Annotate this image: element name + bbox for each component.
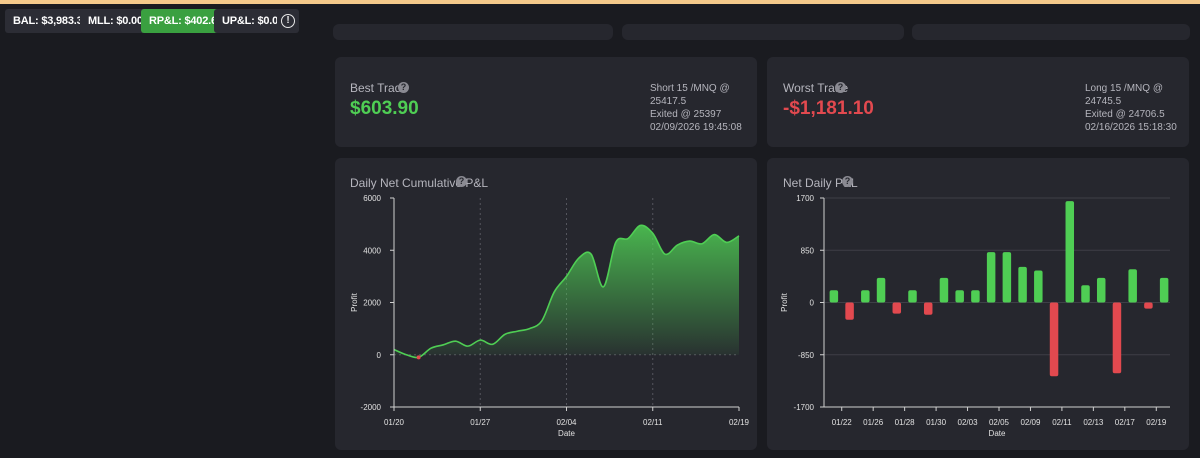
worst-trade-time: 02/16/2026 15:18:30 (1085, 122, 1177, 133)
help-icon[interactable]: ? (456, 176, 467, 187)
worst-trade-exit: Exited @ 24706.5 (1085, 109, 1165, 120)
pnl-bar (1112, 302, 1122, 374)
x-tick-label: 02/19 (1146, 418, 1167, 427)
mll-badge[interactable]: MLL: $0.00 (80, 9, 151, 33)
best-trade-exit: Exited @ 25397 (650, 109, 722, 120)
x-tick-label: 02/11 (1052, 418, 1072, 427)
worst-trade-title: Worst Trade (783, 81, 849, 95)
x-axis-label: Date (558, 429, 575, 438)
info-circle-icon: ! (281, 14, 295, 28)
net-daily-pnl-chart: 1700 850 0 -850 -1700 01/22 01/26 01/28 01/30 02/… (780, 194, 1170, 438)
x-tick-label: 01/20 (384, 418, 405, 427)
stat-card-partial-3 (912, 24, 1190, 40)
worst-trade-value: -$1,181.10 (783, 98, 874, 119)
x-tick-label: 02/09 (1020, 418, 1041, 427)
best-trade-details: Short 15 /MNQ @ 25417.5 Exited @ 25397 0… (650, 82, 757, 134)
help-icon[interactable]: ? (398, 82, 409, 93)
x-tick-label: 01/27 (470, 418, 491, 427)
pnl-bar (955, 290, 964, 303)
x-tick-label: 02/13 (1083, 418, 1104, 427)
pnl-bar (908, 290, 917, 303)
top-accent-strip (0, 0, 1200, 4)
best-trade-title: Best Trade (350, 81, 409, 95)
y-tick-label: -850 (798, 351, 815, 360)
best-trade-value: $603.90 (350, 98, 419, 119)
x-tick-label: 02/04 (556, 418, 577, 427)
negative-point (416, 355, 421, 360)
worst-trade-details: Long 15 /MNQ @ 24745.5 Exited @ 24706.5 … (1085, 82, 1189, 134)
pnl-bar (971, 290, 980, 303)
pnl-bar (861, 290, 870, 303)
stat-card-partial-1 (333, 24, 613, 40)
x-tick-label: 01/22 (832, 418, 853, 427)
y-tick-label: 0 (810, 299, 815, 308)
worst-trade-entry: Long 15 /MNQ @ 24745.5 (1085, 83, 1163, 107)
pnl-bar (1159, 277, 1169, 303)
x-tick-label: 01/26 (863, 418, 884, 427)
y-axis-label: Profit (780, 292, 789, 311)
pnl-bar (939, 277, 949, 303)
help-icon[interactable]: ? (835, 82, 846, 93)
y-tick-label: 0 (377, 351, 382, 360)
x-tick-label: 02/17 (1115, 418, 1136, 427)
cumulative-area-fill (394, 225, 739, 358)
pnl-bar (1034, 270, 1043, 303)
best-trade-card: Best Trade ? $603.90 Short 15 /MNQ @ 254… (335, 57, 757, 147)
x-tick-label: 02/19 (729, 418, 750, 427)
help-icon[interactable]: ? (842, 176, 853, 187)
pnl-bar (1049, 302, 1059, 377)
y-tick-label: -2000 (361, 403, 382, 412)
x-axis-label: Date (989, 429, 1006, 438)
y-tick-label: 2000 (363, 299, 381, 308)
best-trade-time: 02/09/2026 19:45:08 (650, 122, 742, 133)
y-tick-label: 4000 (363, 246, 381, 255)
worst-trade-card: Worst Trade ? -$1,181.10 Long 15 /MNQ @ … (767, 57, 1189, 147)
x-tick-label: 02/11 (643, 418, 663, 427)
x-tick-label: 01/30 (926, 418, 947, 427)
y-axis-label: Profit (350, 292, 359, 311)
pnl-bar (1018, 266, 1027, 303)
best-trade-entry: Short 15 /MNQ @ 25417.5 (650, 83, 730, 107)
pnl-bar (829, 290, 839, 303)
y-tick-label: 850 (801, 246, 815, 255)
pnl-bar (892, 302, 902, 314)
pnl-bar (1096, 277, 1106, 303)
cumulative-chart-title: Daily Net Cumulative P&L (350, 176, 489, 190)
pnl-bar (1081, 285, 1090, 303)
info-button[interactable]: ! (277, 9, 299, 33)
pnl-bar (1002, 252, 1012, 303)
y-tick-label: 6000 (363, 194, 381, 203)
x-tick-label: 02/05 (989, 418, 1010, 427)
pnl-bar (923, 302, 933, 315)
pnl-bar (845, 302, 854, 320)
pnl-bar (1065, 201, 1075, 303)
x-tick-label: 01/28 (895, 418, 916, 427)
daily-chart-title: Net Daily P&L (783, 176, 858, 190)
y-tick-label: 1700 (796, 194, 814, 203)
pnl-bar (1144, 302, 1153, 309)
stat-card-partial-2 (622, 24, 904, 40)
pnl-bar (876, 277, 886, 303)
x-tick-label: 02/03 (958, 418, 979, 427)
pnl-bar (986, 252, 996, 303)
y-tick-label: -1700 (794, 403, 815, 412)
pnl-bar (1128, 269, 1137, 303)
cumulative-line (393, 224, 740, 359)
